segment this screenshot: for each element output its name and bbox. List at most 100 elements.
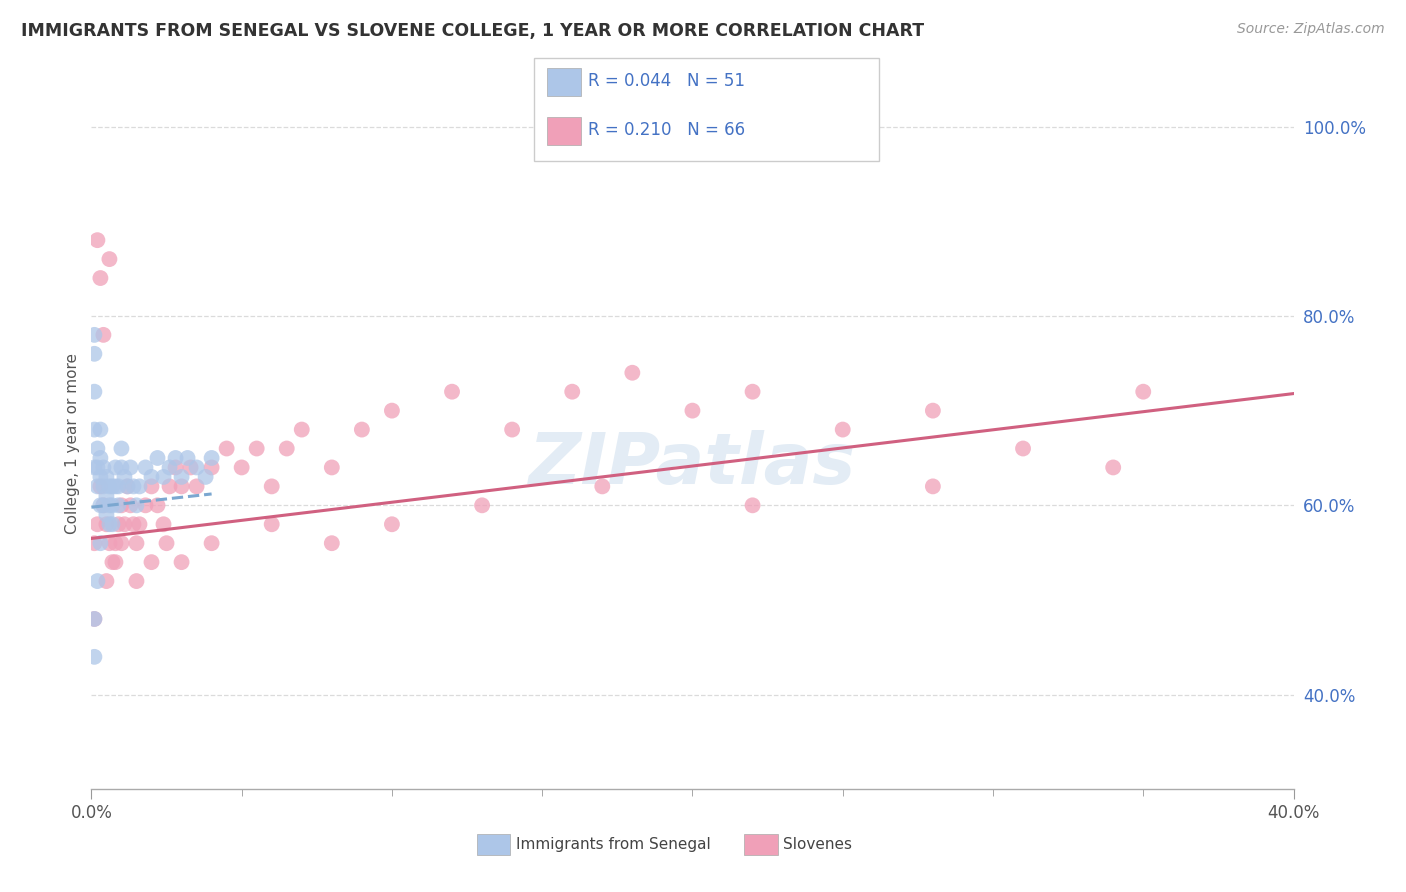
Point (89, 423, 111, 437)
Point (93, 327, 115, 342)
Point (501, 423, 523, 437)
Point (155, 536, 177, 550)
Point (165, 450, 187, 465)
Text: IMMIGRANTS FROM SENEGAL VS SLOVENE COLLEGE, 1 YEAR OR MORE CORRELATION CHART: IMMIGRANTS FROM SENEGAL VS SLOVENE COLLE… (21, 22, 924, 40)
Point (1012, 442, 1035, 456)
Point (260, 517, 283, 532)
Point (176, 450, 198, 465)
Point (107, 517, 129, 532)
Point (98, 479, 121, 493)
Point (114, 470, 136, 484)
Point (89, 271, 111, 285)
Point (141, 555, 163, 569)
Point (170, 555, 193, 569)
Point (104, 460, 127, 475)
Point (117, 479, 139, 493)
Point (96, 517, 118, 532)
Text: R = 0.044   N = 51: R = 0.044 N = 51 (588, 72, 745, 90)
Point (83, 649, 105, 664)
Point (1102, 460, 1125, 475)
Point (89, 450, 111, 465)
Point (201, 450, 224, 465)
Point (96, 489, 118, 503)
Point (134, 499, 156, 513)
Point (101, 499, 124, 513)
Point (231, 460, 253, 475)
Point (134, 460, 156, 475)
Point (141, 479, 163, 493)
Point (471, 499, 494, 513)
Point (89, 499, 111, 513)
Point (93, 499, 115, 513)
Text: R = 0.210   N = 66: R = 0.210 N = 66 (588, 121, 745, 139)
Point (146, 499, 169, 513)
Point (101, 517, 124, 532)
Point (89, 536, 111, 550)
Point (89, 470, 111, 484)
Point (110, 536, 132, 550)
Point (96, 508, 118, 522)
Point (170, 470, 193, 484)
Point (321, 460, 343, 475)
Point (141, 470, 163, 484)
Point (83, 347, 105, 361)
Point (621, 366, 644, 380)
Point (440, 384, 463, 399)
Point (170, 479, 193, 493)
Point (110, 442, 132, 456)
Point (186, 460, 208, 475)
Point (86, 517, 108, 532)
Point (98, 517, 121, 532)
Point (86, 442, 108, 456)
Point (215, 442, 238, 456)
Point (98, 252, 121, 266)
Point (152, 517, 174, 532)
Point (86, 479, 108, 493)
Point (83, 384, 105, 399)
Y-axis label: College, 1 year or more: College, 1 year or more (65, 353, 80, 534)
Text: Source: ZipAtlas.com: Source: ZipAtlas.com (1237, 22, 1385, 37)
Point (122, 517, 145, 532)
Point (107, 499, 129, 513)
Point (922, 403, 945, 417)
Point (104, 479, 127, 493)
Point (159, 460, 181, 475)
Point (128, 517, 150, 532)
Point (83, 460, 105, 475)
Point (246, 442, 269, 456)
Point (110, 460, 132, 475)
Point (86, 460, 108, 475)
Point (110, 499, 132, 513)
Point (561, 384, 583, 399)
Point (125, 574, 148, 588)
Point (93, 479, 115, 493)
Point (101, 555, 124, 569)
Point (381, 517, 404, 532)
Point (186, 479, 208, 493)
Point (180, 460, 202, 475)
Point (83, 327, 105, 342)
Point (83, 612, 105, 626)
Point (741, 499, 763, 513)
Point (107, 479, 129, 493)
Point (260, 479, 283, 493)
Point (381, 403, 404, 417)
Point (93, 460, 115, 475)
Point (125, 536, 148, 550)
Point (350, 423, 373, 437)
Point (152, 470, 174, 484)
Point (922, 479, 945, 493)
Point (120, 460, 142, 475)
Point (104, 555, 127, 569)
Point (98, 499, 121, 513)
Point (83, 612, 105, 626)
Point (681, 403, 703, 417)
Point (122, 479, 145, 493)
Point (128, 479, 150, 493)
Point (86, 233, 108, 247)
Point (291, 423, 314, 437)
Point (93, 499, 115, 513)
Text: Slovenes: Slovenes (783, 838, 852, 852)
Point (114, 517, 136, 532)
Point (1132, 384, 1154, 399)
